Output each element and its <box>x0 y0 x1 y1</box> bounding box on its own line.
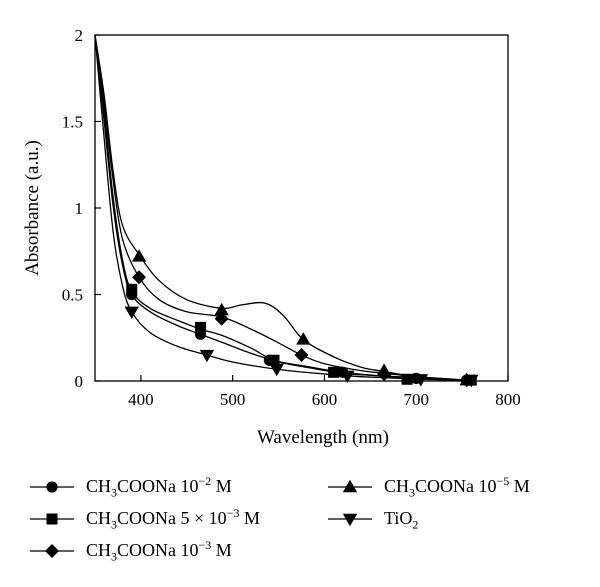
legend-marker-triangle-down <box>342 513 358 527</box>
data-point-triangle-up <box>131 249 147 262</box>
y-tick-label: 0 <box>75 372 84 391</box>
legend-item-ch3coona-5e-3: CH3COONa 5 × 10−3 M <box>30 506 260 532</box>
data-point-triangle-up <box>214 302 229 316</box>
series-line-triangle-up <box>94 34 467 381</box>
series-line-square <box>94 34 476 381</box>
series-lines <box>94 34 476 381</box>
square-marker-icon <box>30 513 74 525</box>
legend-marker-diamond <box>45 544 59 558</box>
series-line-diamond <box>94 34 467 381</box>
series-line-triangle-down <box>94 34 472 381</box>
data-point-square <box>195 321 207 333</box>
data-point-triangle-down <box>413 374 429 387</box>
absorbance-chart: 400 500 600 700 800 0 0.5 1 1.5 2 Wavelength (nm)… <box>22 26 521 448</box>
data-point-triangle-up <box>376 363 392 376</box>
circle-marker-icon <box>30 481 74 493</box>
data-point-square <box>126 283 138 295</box>
diamond-marker-icon <box>30 544 74 558</box>
legend-label: CH3COONa 10−3 M <box>86 537 232 564</box>
data-point-square <box>401 373 413 385</box>
plot-frame <box>94 34 509 382</box>
legend-label: CH3COONa 5 × 10−3 M <box>86 505 260 532</box>
plot-border <box>94 34 509 382</box>
series-line-circle <box>94 34 476 381</box>
data-point-diamond <box>132 270 147 285</box>
data-point-diamond <box>294 348 309 363</box>
data-point-triangle-down <box>340 370 355 384</box>
x-tick-label: 800 <box>495 390 521 409</box>
data-point-square <box>328 366 340 378</box>
triangle-down-marker-icon <box>328 513 372 527</box>
data-point-triangle-up <box>296 332 311 345</box>
legend-label: CH3COONa 10−2 M <box>86 473 232 500</box>
x-tick-label: 400 <box>128 390 154 409</box>
x-tick-label: 700 <box>403 390 429 409</box>
legend-label: TiO2 <box>384 507 419 532</box>
y-tick-label: 0.5 <box>62 286 83 305</box>
legend-marker-square <box>46 513 58 525</box>
x-axis-label: Wavelength (nm) <box>257 427 389 448</box>
data-point-triangle-down <box>199 349 215 363</box>
triangle-up-marker-icon <box>328 479 372 493</box>
data-point-triangle-down <box>269 363 284 377</box>
legend-item-ch3coona-1e-2: CH3COONa 10−2 M <box>30 474 232 500</box>
data-point-triangle-down <box>124 306 139 319</box>
y-tick-label: 2 <box>75 26 84 45</box>
legend-item-ch3coona-1e-5: CH3COONa 10−5 M <box>328 474 530 500</box>
legend: CH3COONa 10−2 M CH3COONa 5 × 10−3 M CH3C… <box>0 466 600 576</box>
axis-ticks: 400 500 600 700 800 0 0.5 1 1.5 2 <box>62 26 521 409</box>
series-markers <box>124 249 479 388</box>
legend-item-tio2: TiO2 <box>328 506 418 532</box>
legend-label: CH3COONa 10−5 M <box>384 473 530 500</box>
legend-marker-circle <box>46 481 58 493</box>
y-axis-label: Absorbance (a.u.) <box>22 140 43 276</box>
data-point-square <box>268 354 280 366</box>
data-point-triangle-down <box>464 374 479 388</box>
x-tick-label: 500 <box>220 390 246 409</box>
y-tick-label: 1 <box>75 199 84 218</box>
x-tick-label: 600 <box>312 390 338 409</box>
legend-item-ch3coona-1e-3: CH3COONa 10−3 M <box>30 538 232 564</box>
legend-marker-triangle-up <box>342 479 358 493</box>
y-tick-label: 1.5 <box>62 113 83 132</box>
